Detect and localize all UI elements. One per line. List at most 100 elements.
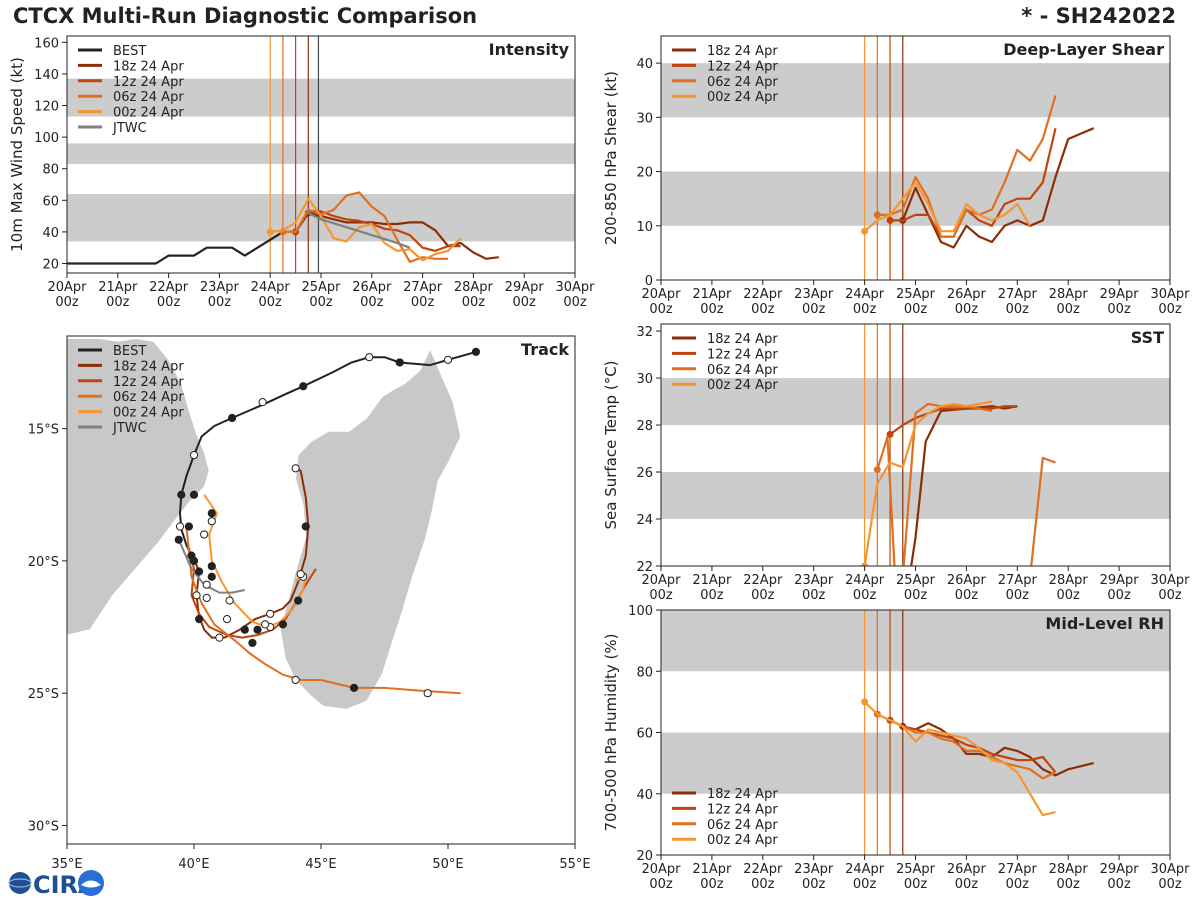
shade-band-1: [661, 63, 1170, 118]
panel-title: Mid-Level RH: [1045, 614, 1164, 633]
track-marker: [207, 517, 216, 526]
x-tick-label: 00z: [649, 302, 673, 317]
y-tick-label: 20: [636, 849, 653, 864]
panel-title: SST: [1131, 328, 1164, 347]
x-tick-label: 30Apr: [1150, 862, 1190, 877]
x-tick-label: 00z: [1107, 588, 1131, 603]
panel-track: 35°E 40°E 45°E 50°E 55°E 15°S 20°S 25°S 30°S Trac…: [28, 335, 591, 872]
x-tick-label: 28Apr: [454, 280, 494, 295]
x-tick-label: 00z: [1107, 302, 1131, 317]
panel-sst: 20Apr00z21Apr00z22Apr00z23Apr00z24Apr00z…: [602, 323, 1190, 603]
init-point-00z-24-Apr: [861, 227, 869, 235]
x-tick-label: 21Apr: [692, 573, 732, 588]
series-line-00z-24-Apr: [270, 197, 462, 262]
track-marker: [349, 683, 359, 692]
x-tick-label: 00z: [904, 302, 928, 317]
track-marker: [215, 633, 224, 642]
x-tick-label: 00z: [259, 295, 283, 310]
x-tick-label: 22Apr: [743, 573, 783, 588]
x-tick-label: 21Apr: [692, 862, 732, 877]
track-marker: [258, 398, 267, 407]
legend-label: 18z 24 Apr: [113, 359, 184, 374]
x-tick-label: 26Apr: [352, 280, 392, 295]
y-tick-label: 160: [34, 36, 59, 51]
track-marker: [207, 572, 216, 581]
track-marker: [222, 615, 232, 624]
x-tick-label: 00z: [802, 588, 826, 603]
legend-label: 18z 24 Apr: [707, 44, 778, 59]
track-marker: [301, 522, 310, 531]
track-marker: [177, 490, 186, 499]
x-tick-label: 00z: [1006, 877, 1030, 892]
y-tick-label: 140: [34, 68, 59, 83]
track-marker: [184, 522, 194, 531]
x-tick-label: 00z: [309, 295, 333, 310]
x-tick-label: 20Apr: [641, 287, 681, 302]
x-tick-label: 00z: [751, 302, 775, 317]
x-tick-label: 24Apr: [251, 280, 291, 295]
x-tick-label: 21Apr: [692, 287, 732, 302]
x-tick-label: 25Apr: [896, 573, 936, 588]
shade-band-1: [67, 143, 575, 164]
series-group: [861, 95, 1095, 249]
legend-label: 06z 24 Apr: [113, 390, 184, 405]
x-tick-label: 00z: [751, 877, 775, 892]
landmass-madagascar: [279, 348, 462, 710]
y-tick-label: 40: [636, 57, 653, 72]
x-tick-label: 55°E: [559, 857, 590, 872]
series-group: [861, 698, 1094, 817]
y-tick-label: 15°S: [28, 423, 59, 438]
x-tick-label: 29Apr: [1100, 287, 1140, 302]
legend-label: 18z 24 Apr: [707, 787, 778, 802]
x-tick-label: 50°E: [432, 857, 463, 872]
y-axis-label: 10m Max Wind Speed (kt): [8, 57, 26, 252]
legend-label: 12z 24 Apr: [707, 802, 778, 817]
track-marker: [471, 347, 481, 356]
y-tick-label: 20°S: [28, 555, 59, 570]
x-tick-label: 00z: [751, 588, 775, 603]
x-tick-label: 00z: [1158, 588, 1182, 603]
legend-label: 00z 24 Apr: [113, 106, 184, 121]
series-line-00z-24-Apr: [863, 400, 993, 566]
track-marker: [174, 535, 183, 544]
legend-label: 06z 24 Apr: [707, 363, 778, 378]
x-tick-label: 22Apr: [743, 287, 783, 302]
track-marker: [291, 675, 300, 685]
track-marker: [266, 609, 275, 618]
series-line-JTWC: [307, 212, 411, 249]
x-tick-label: 29Apr: [505, 280, 545, 295]
track-marker: [189, 490, 199, 499]
x-tick-label: 21Apr: [98, 280, 138, 295]
y-tick-label: 60: [636, 727, 653, 742]
x-tick-label: 23Apr: [794, 862, 834, 877]
x-tick-label: 23Apr: [200, 280, 240, 295]
y-tick-label: 0: [645, 274, 653, 289]
series-group: [861, 400, 1056, 566]
y-tick-label: 30°S: [28, 819, 59, 834]
legend-label: 00z 24 Apr: [113, 406, 184, 421]
legend-label: 12z 24 Apr: [113, 75, 184, 90]
x-tick-label: 00z: [904, 588, 928, 603]
x-tick-label: 24Apr: [845, 287, 885, 302]
x-tick-label: 00z: [513, 295, 537, 310]
panel-rh: 20Apr00z21Apr00z22Apr00z23Apr00z24Apr00z…: [602, 604, 1190, 892]
track-marker: [202, 593, 211, 603]
x-tick-label: 00z: [106, 295, 130, 310]
x-tick-label: 00z: [700, 588, 724, 603]
x-tick-label: 00z: [1057, 588, 1081, 603]
y-axis-label: 200-850 hPa Shear (kt): [602, 71, 620, 245]
x-tick-label: 20Apr: [47, 280, 87, 295]
x-tick-label: 00z: [649, 588, 673, 603]
series-line-00z-24-Apr: [863, 181, 1031, 233]
x-tick-label: 25Apr: [301, 280, 341, 295]
panel-title: Deep-Layer Shear: [1003, 40, 1164, 59]
series-line-18z-24-Apr: [902, 722, 1094, 777]
x-tick-label: 29Apr: [1100, 862, 1140, 877]
track-marker: [294, 596, 303, 605]
x-tick-label: 26Apr: [947, 287, 987, 302]
track-marker: [423, 689, 432, 698]
x-tick-label: 23Apr: [794, 573, 834, 588]
